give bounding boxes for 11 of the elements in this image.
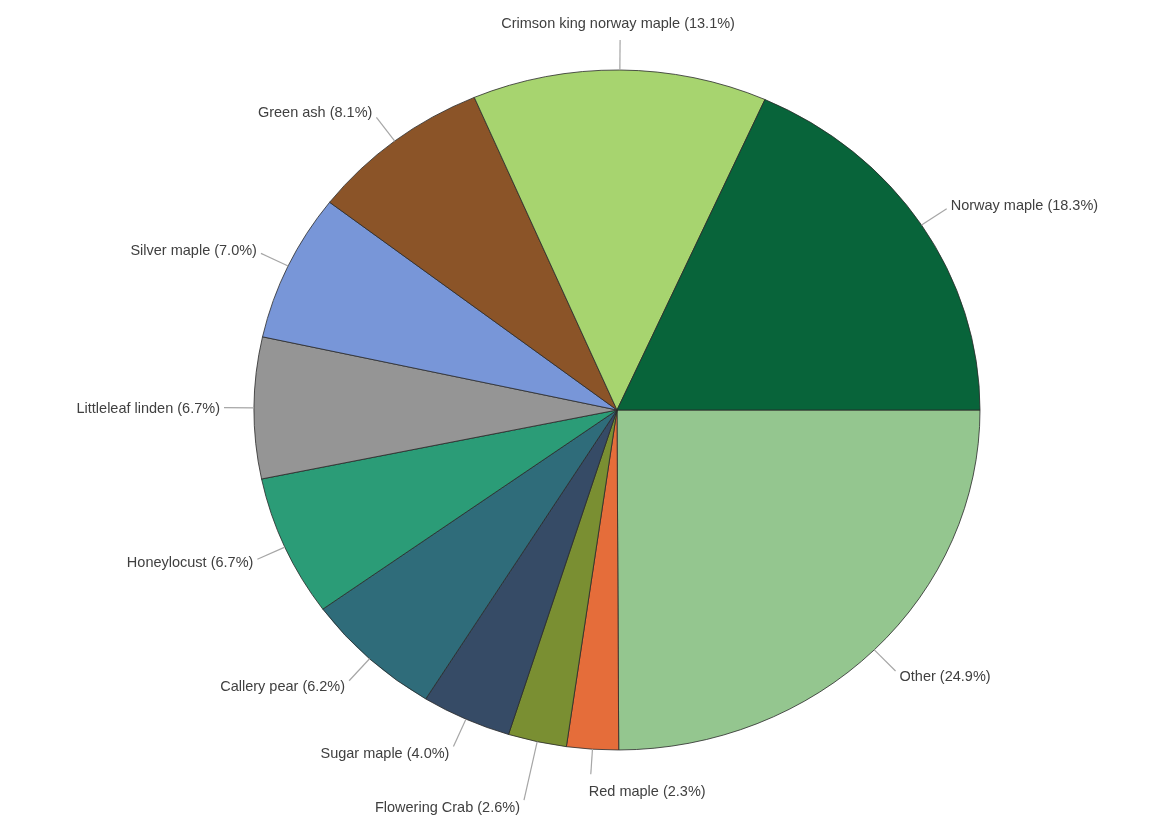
slice-label: Crimson king norway maple (13.1%) (501, 15, 735, 32)
slice-label: Sugar maple (4.0%) (320, 744, 450, 761)
slice-label: Green ash (8.1%) (257, 103, 373, 120)
slice-label: Littleleaf linden (6.7%) (76, 399, 221, 416)
slice-label: Flowering Crab (2.6%) (374, 799, 520, 816)
slice-label: Other (24.9%) (899, 667, 991, 684)
slice-label: Callery pear (6.2%) (220, 677, 346, 694)
slice-label: Silver maple (7.0%) (130, 242, 257, 259)
slice-label: Red maple (2.3%) (588, 783, 706, 800)
slice-label: Norway maple (18.3%) (950, 196, 1099, 213)
slice-label: Honeylocust (6.7%) (126, 554, 254, 571)
